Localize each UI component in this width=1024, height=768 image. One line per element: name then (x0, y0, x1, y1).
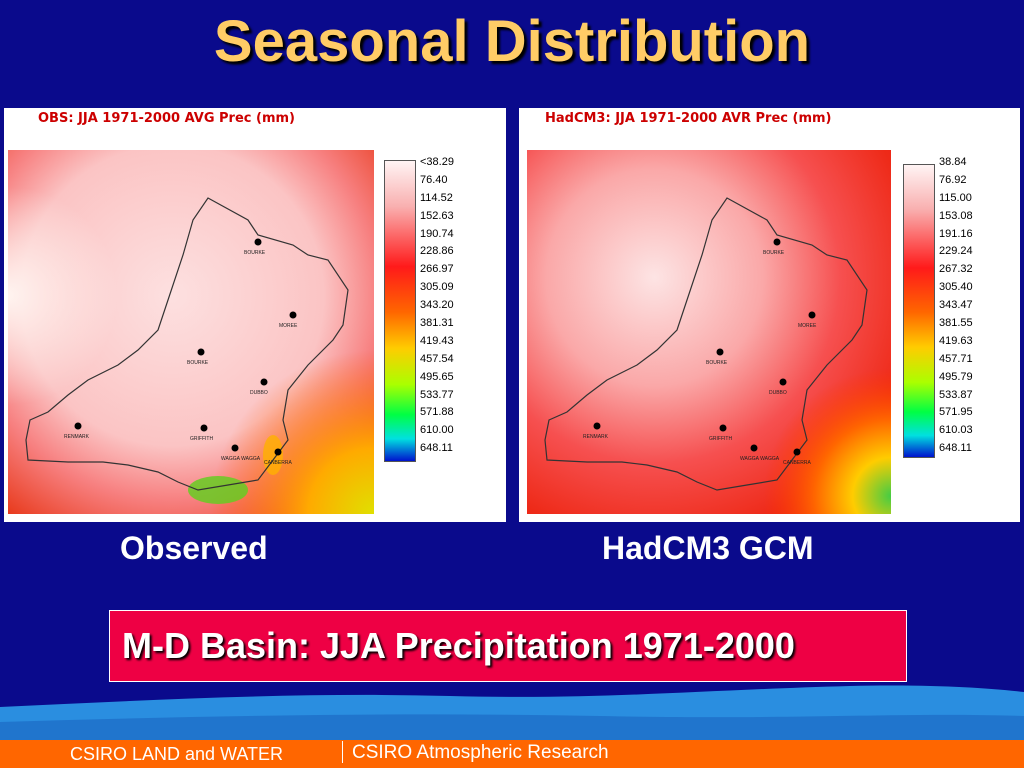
observed-map-panel: OBS: JJA 1971-2000 AVG Prec (mm) (4, 108, 506, 522)
footer-divider (342, 741, 343, 763)
hadcm3-legend-labels: 38.84 76.92 115.00 153.08 191.16 229.24 267… (939, 156, 973, 455)
town-label: RENMARK (583, 434, 609, 440)
hadcm3-map-title: HadCM3: JJA 1971-2000 AVR Prec (mm) (545, 111, 832, 126)
town-label: MOREE (798, 323, 817, 329)
observed-caption: Observed (120, 530, 268, 566)
town-label: CANBERRA (264, 460, 292, 466)
hadcm3-map-panel: HadCM3: JJA 1971-2000 AVR Prec (mm) (519, 108, 1020, 522)
footer-left-text: CSIRO LAND and WATER (70, 744, 284, 764)
town-label: GRIFFITH (709, 436, 732, 442)
observed-legend-labels: <38.29 76.40 114.52 152.63 190.74 228.86 26… (420, 156, 454, 455)
town-label: BOURKE (763, 250, 785, 256)
observed-precip-map: BOURKE MOREE BOURKE DUBBO GRIFFITH RENMARK WAG… (8, 150, 374, 514)
town-label: BOURKE (187, 360, 209, 366)
footer-right-text: CSIRO Atmospheric Research (352, 742, 609, 763)
banner-text: M-D Basin: JJA Precipitation 1971-2000 (122, 625, 795, 666)
slide-title: Seasonal Distribution (213, 9, 811, 74)
town-label: WAGGA WAGGA (740, 456, 780, 462)
hadcm3-caption: HadCM3 GCM (602, 530, 814, 566)
subtitle-banner: M-D Basin: JJA Precipitation 1971-2000 (109, 610, 907, 682)
observed-legend-colorbar (384, 160, 416, 462)
town-label: WAGGA WAGGA (221, 456, 261, 462)
town-label: GRIFFITH (190, 436, 213, 442)
footer-bar: CSIRO LAND and WATER CSIRO Atmospheric R… (0, 740, 1024, 768)
hadcm3-legend-colorbar (903, 164, 935, 458)
town-label: RENMARK (64, 434, 90, 440)
town-label: DUBBO (250, 390, 268, 396)
town-label: DUBBO (769, 390, 787, 396)
hadcm3-precip-map: BOURKE MOREE BOURKE DUBBO GRIFFITH RENMARK WAG… (527, 150, 891, 514)
town-label: BOURKE (244, 250, 266, 256)
town-label: MOREE (279, 323, 298, 329)
town-label: CANBERRA (783, 460, 811, 466)
town-label: BOURKE (706, 360, 728, 366)
observed-map-title: OBS: JJA 1971-2000 AVG Prec (mm) (38, 111, 295, 126)
decorative-wave (0, 685, 1024, 742)
